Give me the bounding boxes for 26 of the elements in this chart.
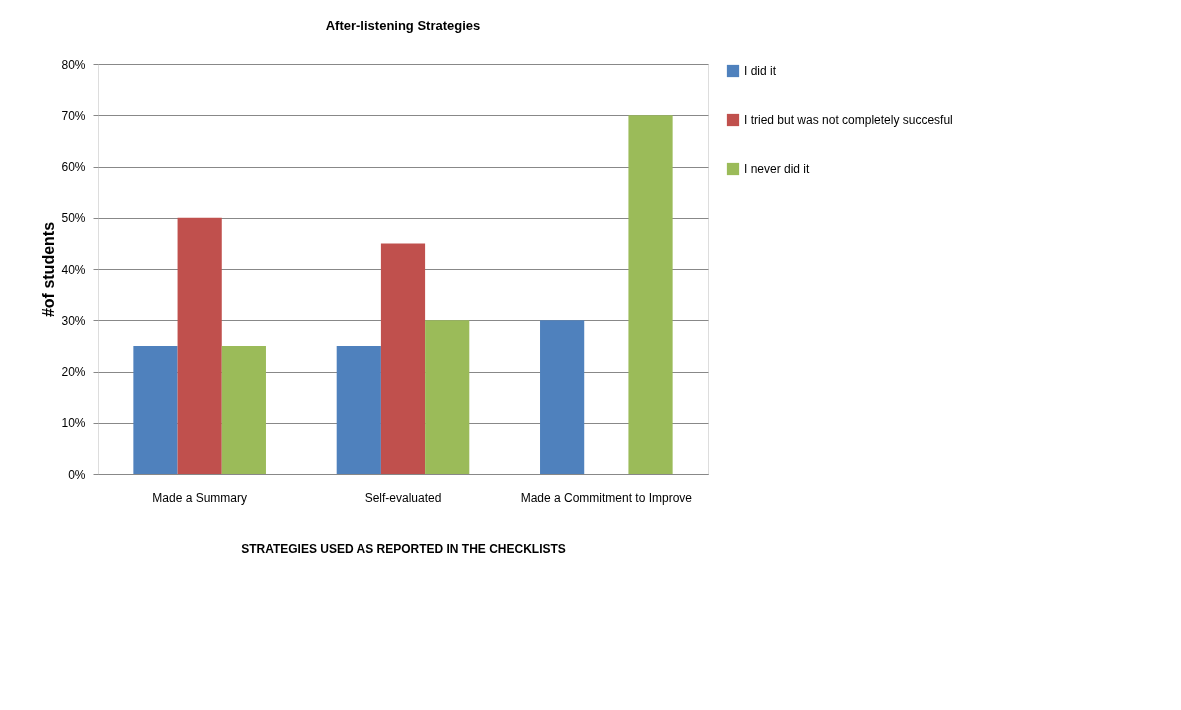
bar (177, 217, 222, 474)
y-tick-label: 10% (61, 416, 86, 431)
y-tick-label: 30% (61, 313, 86, 328)
bar (133, 345, 178, 474)
legend-label: I never did it (744, 162, 811, 176)
x-axis-title: STRATEGIES USED AS REPORTED IN THE CHECKLISTS (241, 541, 566, 556)
bar (425, 320, 470, 474)
y-tick-label: 50% (61, 211, 86, 226)
bar (221, 345, 266, 474)
y-tick-label: 80% (61, 57, 86, 72)
bar (380, 243, 426, 474)
chart-title: After-listening Strategies (325, 18, 481, 33)
bar (628, 115, 673, 474)
y-tick-label: 60% (61, 160, 86, 174)
y-tick-label: 40% (61, 262, 86, 277)
legend-label: I tried but was not completely succesful (744, 113, 953, 127)
y-axis-title: #of students (40, 221, 58, 318)
x-tick-label: Made a Commitment to Improve (520, 490, 693, 505)
bar (540, 320, 585, 474)
x-tick-label: Self-evaluated (364, 490, 442, 505)
bar (336, 345, 381, 474)
legend-label: I did it (744, 64, 777, 78)
x-tick-label: Made a Summary (152, 490, 248, 505)
y-tick-label: 0% (68, 467, 86, 482)
y-tick-label: 70% (61, 108, 86, 123)
y-tick-label: 20% (61, 365, 86, 379)
